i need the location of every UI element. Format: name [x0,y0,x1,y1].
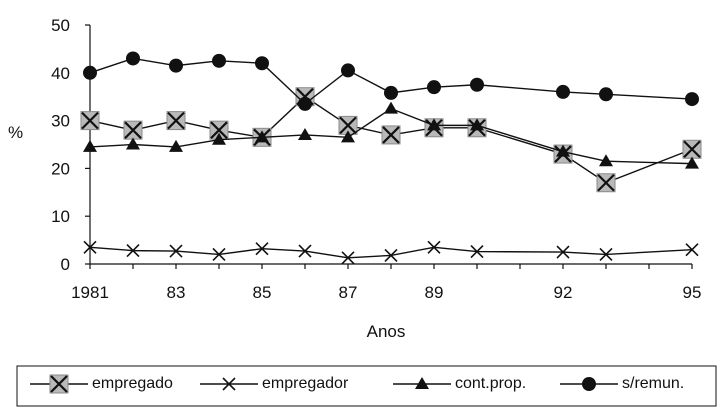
x-tick-label: 87 [339,283,358,302]
data-point [427,240,441,254]
data-point [341,251,355,265]
data-point [384,248,398,262]
data-point [556,245,570,259]
data-point [599,247,613,262]
data-point [384,85,398,100]
series-circle [83,51,699,111]
data-point [685,92,699,107]
data-point [209,120,229,140]
y-tick-label: 20 [51,159,70,178]
data-point [682,139,702,159]
legend-item: empregador [200,375,349,392]
legend-marker [49,374,69,394]
data-point [123,120,143,140]
data-point [255,56,269,71]
data-point [427,80,441,95]
data-point [470,77,484,92]
legend-item: cont.prop. [393,375,526,392]
y-tick-label: 10 [51,207,70,226]
legend-box [16,365,717,407]
x-ticks: 1981 83 85 87 89 92 95 [71,264,701,302]
data-point [381,125,401,145]
data-point [169,139,183,152]
data-point [169,244,183,258]
data-point [685,243,699,257]
data-point [384,101,398,114]
series-triangle [83,101,699,169]
data-point [83,240,97,254]
data-point [126,137,140,150]
data-point [599,154,613,167]
data-point [212,132,226,145]
x-tick-label: 85 [253,283,272,302]
x-tick-label: 95 [683,283,702,302]
data-point [599,87,613,102]
data-point [80,111,100,131]
data-point [298,96,312,111]
data-point [212,247,226,262]
legend-marker [582,377,596,391]
legend-marker [222,377,236,391]
data-point [126,51,140,66]
y-tick-label: 40 [51,64,70,83]
data-point [341,130,355,143]
legend: empregado empregador cont.prop. s/remun. [16,365,717,407]
legend-label: empregado [92,375,173,392]
series-layer [80,51,702,265]
x-tick-label: 89 [425,283,444,302]
y-ticks: 0 10 20 30 40 50 [51,16,90,274]
data-point [212,53,226,68]
y-tick-label: 30 [51,112,70,131]
x-tick-label: 83 [167,283,186,302]
data-point [470,118,484,131]
x-tick-label: 92 [554,283,573,302]
legend-label: empregador [262,375,349,392]
y-tick-label: 50 [51,16,70,35]
data-point [556,84,570,99]
data-point [83,65,97,80]
data-point [166,111,186,131]
data-point [298,127,312,140]
data-point [169,58,183,73]
data-point [685,156,699,169]
data-point [298,244,312,258]
data-point [83,139,97,152]
data-point [427,118,441,131]
data-point [341,63,355,78]
y-tick-label: 0 [61,255,70,274]
y-axis-title: % [8,123,23,142]
x-axis-title: Anos [367,322,406,341]
x-tick-label: 1981 [71,283,109,302]
legend-item: s/remun. [560,375,684,392]
legend-marker [415,377,429,389]
data-point [596,173,616,193]
data-point [470,245,484,259]
legend-item: empregado [30,374,173,394]
legend-label: s/remun. [622,375,684,392]
legend-label: cont.prop. [455,375,526,392]
data-point [126,244,140,258]
series-x [83,240,699,265]
data-point [255,242,269,256]
data-point [255,130,269,143]
data-point [556,144,570,157]
